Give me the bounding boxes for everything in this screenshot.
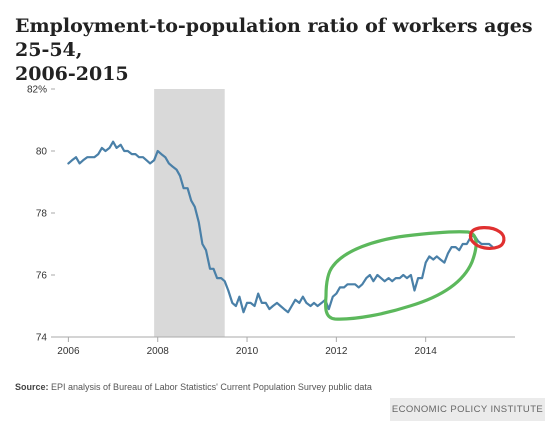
x-tick-label: 2006 bbox=[57, 346, 80, 357]
y-tick-label: 80 bbox=[36, 147, 48, 158]
y-tick-label: 76 bbox=[36, 271, 48, 282]
green-highlight-loop bbox=[323, 230, 478, 321]
recession-shade bbox=[154, 89, 225, 337]
y-tick-label: 74 bbox=[36, 333, 48, 344]
axis-layer: 74 76 78 80 82% 2006 2008 2010 2012 2014 bbox=[27, 85, 515, 357]
red-highlight-circle bbox=[468, 226, 506, 250]
source-note: Source: EPI analysis of Bureau of Labor … bbox=[15, 382, 372, 392]
source-text: EPI analysis of Bureau of Labor Statisti… bbox=[51, 382, 372, 392]
recession-layer bbox=[154, 89, 225, 337]
source-label: Source: bbox=[15, 382, 49, 392]
line-layer bbox=[67, 140, 494, 314]
x-tick-label: 2008 bbox=[147, 346, 170, 357]
chart-title: Employment-to-population ratio of worker… bbox=[15, 15, 533, 85]
x-tick-label: 2010 bbox=[236, 346, 259, 357]
brand-badge: ECONOMIC POLICY INSTITUTE bbox=[390, 398, 545, 421]
series-line bbox=[67, 140, 494, 314]
x-tick-label: 2012 bbox=[325, 346, 348, 357]
y-tick-label: 78 bbox=[36, 209, 48, 220]
x-tick-label: 2014 bbox=[415, 346, 438, 357]
annotation-layer bbox=[323, 226, 506, 321]
y-tick-label: 82% bbox=[27, 85, 47, 96]
